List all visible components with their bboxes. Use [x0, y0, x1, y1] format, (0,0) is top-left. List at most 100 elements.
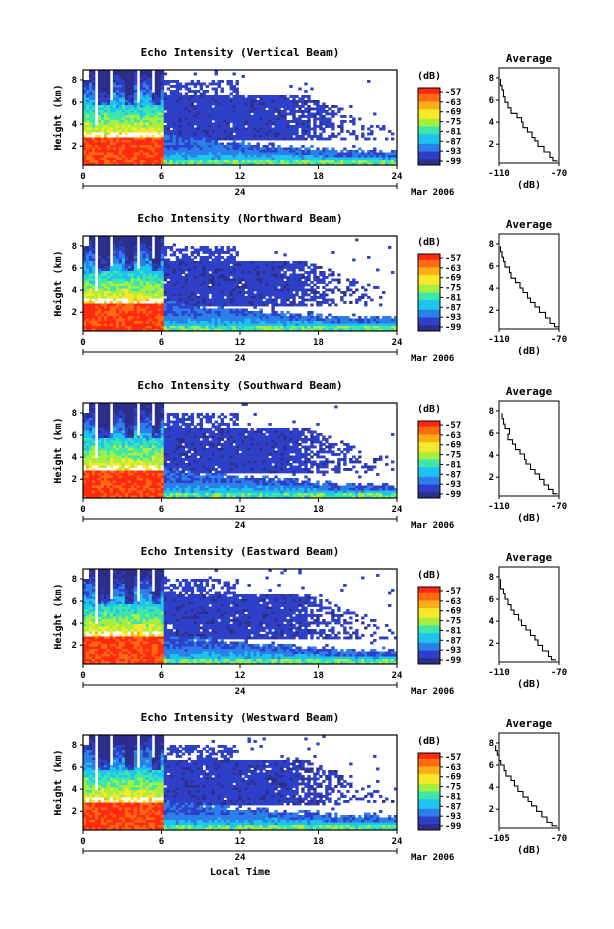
heatmap-cell [238, 97, 242, 101]
heatmap-cell [292, 323, 296, 327]
heatmap-cell [208, 308, 212, 312]
heatmap-cell [199, 157, 204, 161]
heatmap-cell [91, 72, 96, 76]
heatmap-cell [241, 316, 245, 319]
heatmap-cell [274, 318, 278, 322]
heatmap-cell [184, 261, 189, 264]
heatmap-cell [181, 271, 186, 274]
heatmap-cell [289, 102, 293, 106]
heatmap-cell [226, 150, 230, 153]
heatmap-cell [217, 248, 221, 252]
heatmap-cell [256, 298, 260, 302]
heatmap-cell [253, 328, 257, 332]
heatmap-cell [145, 303, 150, 307]
heatmap-cell [235, 261, 239, 264]
heatmap-cell [229, 117, 233, 121]
heatmap-cell [223, 155, 227, 158]
heatmap-cell [193, 251, 198, 254]
heatmap-cell [166, 258, 171, 262]
heatmap-cell [292, 321, 296, 324]
heatmap-cell [83, 137, 87, 141]
heatmap-cell [238, 271, 242, 274]
heatmap-cell [214, 321, 218, 324]
heatmap-cell [253, 286, 257, 289]
heatmap-cell [283, 150, 287, 153]
heatmap-cell [163, 251, 168, 254]
heatmap-cell [118, 246, 123, 249]
heatmap-cell [172, 102, 177, 106]
heatmap-cell [235, 162, 239, 166]
heatmap-cell [214, 308, 218, 312]
heatmap-cell [220, 276, 224, 279]
heatmap-cell [91, 132, 96, 136]
heatmap-cell [133, 142, 138, 146]
heatmap-cell [184, 82, 189, 86]
heatmap-cell [307, 115, 311, 118]
heatmap-cell [205, 155, 209, 158]
heatmap-cell [277, 263, 281, 267]
heatmap-cell [286, 105, 290, 108]
heatmap-cell [220, 100, 224, 103]
heatmap-cell [274, 135, 278, 138]
heatmap-cell [145, 80, 150, 83]
heatmap-cell [175, 288, 180, 292]
heatmap-cell [196, 251, 201, 254]
heatmap-cell [235, 303, 239, 307]
heatmap-cell [283, 147, 287, 151]
heatmap-cell [223, 107, 227, 111]
heatmap-cell [91, 271, 96, 274]
heatmap-cell [286, 261, 290, 264]
heatmap-cell [211, 122, 215, 126]
heatmap-cell [151, 326, 156, 329]
heatmap-cell [166, 293, 171, 297]
heatmap-cell [268, 102, 272, 106]
heatmap-cell [91, 70, 96, 73]
heatmap-cell [223, 97, 227, 101]
heatmap-cell [124, 75, 129, 78]
heatmap-cell [103, 90, 108, 93]
heatmap-cell [88, 276, 93, 279]
heatmap-cell [202, 137, 207, 141]
heatmap-cell [211, 140, 215, 143]
heatmap-cell [256, 261, 260, 264]
heatmap-cell [208, 303, 212, 307]
heatmap-cell [187, 145, 192, 148]
heatmap-cell [115, 110, 120, 113]
heatmap-cell [139, 256, 144, 259]
heatmap-cell [148, 75, 153, 78]
heatmap-cell [145, 263, 150, 267]
heatmap-cell [142, 326, 147, 329]
heatmap-cell [133, 248, 138, 252]
heatmap-cell [274, 125, 278, 128]
heatmap-cell [304, 127, 308, 131]
heatmap-cell [106, 132, 111, 136]
heatmap-cell [124, 110, 129, 113]
heatmap-cell [232, 85, 236, 88]
heatmap-cell [337, 125, 341, 128]
heatmap-cell [232, 125, 236, 128]
heatmap-cell [106, 256, 111, 259]
heatmap-cell [178, 293, 183, 297]
heatmap-cell [91, 162, 96, 166]
heatmap-cell [127, 281, 132, 284]
heatmap-cell [178, 321, 183, 324]
heatmap-cell [133, 97, 138, 101]
heatmap-cell [202, 162, 207, 166]
heatmap-cell [85, 321, 90, 324]
heatmap-cell [103, 137, 108, 141]
heatmap-cell [109, 117, 114, 121]
heatmap-cell [307, 127, 311, 131]
heatmap-cell [136, 313, 141, 317]
heatmap-cell [235, 100, 239, 103]
heatmap-cell [151, 283, 156, 287]
heatmap-cell [223, 150, 227, 153]
heatmap-cell [214, 281, 218, 284]
heatmap-cell [145, 102, 150, 106]
heatmap-cell [391, 150, 395, 153]
heatmap-cell [250, 120, 254, 123]
heatmap-cell [256, 157, 260, 161]
heatmap-cell [214, 120, 218, 123]
heatmap-cell [256, 105, 260, 108]
heatmap-cell [340, 130, 344, 133]
heatmap-cell [148, 150, 153, 153]
